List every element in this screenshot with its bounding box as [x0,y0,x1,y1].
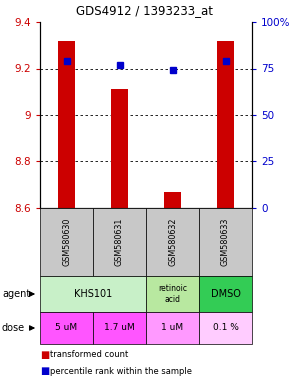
Bar [93,208,146,276]
Bar [199,276,252,312]
Text: ■: ■ [40,366,49,376]
Text: DMSO: DMSO [211,289,240,299]
Text: GSM580631: GSM580631 [115,218,124,266]
Text: GSM580633: GSM580633 [221,218,230,266]
Bar [146,208,199,276]
Text: GSM580630: GSM580630 [62,218,71,266]
Bar [40,312,93,344]
Bar [217,41,234,208]
Text: GDS4912 / 1393233_at: GDS4912 / 1393233_at [77,5,213,18]
Text: GSM580632: GSM580632 [168,218,177,266]
Text: agent: agent [2,289,30,299]
Bar [111,89,128,208]
Text: 1.7 uM: 1.7 uM [104,323,135,333]
Text: 0.1 %: 0.1 % [213,323,238,333]
Bar [40,276,146,312]
Text: KHS101: KHS101 [74,289,112,299]
Bar [93,312,146,344]
Bar [40,208,93,276]
Bar [58,41,75,208]
Text: 1 uM: 1 uM [162,323,184,333]
Bar [199,208,252,276]
Bar [164,192,181,208]
Text: percentile rank within the sample: percentile rank within the sample [50,367,192,376]
Text: transformed count: transformed count [50,350,128,359]
Text: ■: ■ [40,350,49,360]
Text: dose: dose [2,323,25,333]
Bar [146,276,199,312]
Text: retinoic
acid: retinoic acid [158,284,187,304]
Text: 5 uM: 5 uM [55,323,77,333]
Bar [199,312,252,344]
Bar [146,312,199,344]
